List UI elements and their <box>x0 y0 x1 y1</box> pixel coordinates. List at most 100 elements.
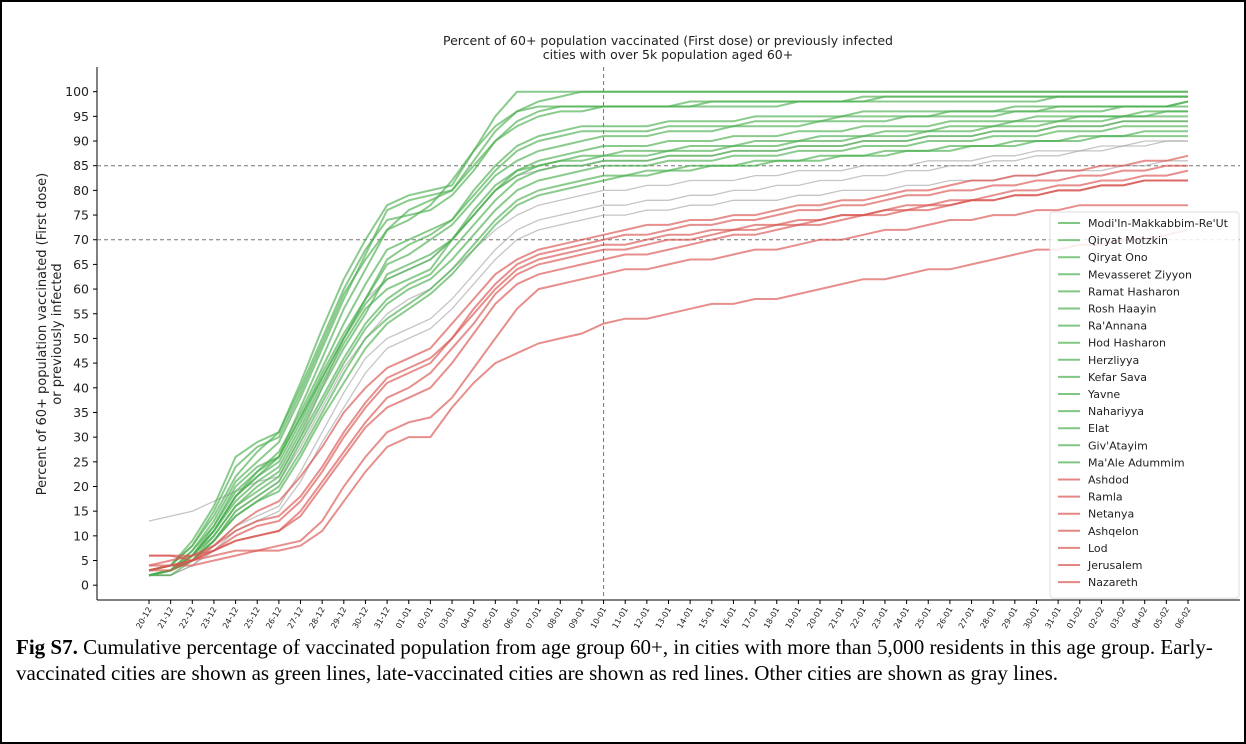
x-tick-label: 06-02 <box>1173 606 1192 631</box>
y-tick-label: 85 <box>73 158 89 173</box>
y-tick-label: 75 <box>73 208 89 223</box>
series-line <box>149 154 1189 572</box>
chart-title: Percent of 60+ population vaccinated (Fi… <box>443 33 893 48</box>
series-line <box>148 95 1188 572</box>
y-axis-label: Percent of 60+ population vaccinated (Fi… <box>35 173 50 495</box>
x-tick-label: 20-01 <box>805 606 824 631</box>
y-tick-label: 20 <box>73 479 89 494</box>
x-tick-label: 23-01 <box>870 606 889 631</box>
series-line <box>148 164 1188 567</box>
legend-label: Qiryat Ono <box>1088 251 1148 264</box>
series-line <box>148 90 1188 572</box>
x-tick-label: 03-02 <box>1108 606 1127 631</box>
legend-box <box>1049 211 1240 599</box>
x-tick-label: 13-01 <box>654 606 673 631</box>
x-tick-label: 29-01 <box>1000 606 1019 631</box>
x-tick-label: 05-02 <box>1152 606 1171 631</box>
y-tick-label: 40 <box>73 380 89 395</box>
y-tick-label: 15 <box>73 504 89 519</box>
x-tick-label: 27-12 <box>286 606 305 631</box>
caption: Fig S7. Cumulative percentage of vaccina… <box>16 634 1216 686</box>
chart-subtitle: cities with over 5k population aged 60+ <box>543 47 793 62</box>
x-tick-label: 19-01 <box>784 606 803 631</box>
y-tick-label: 100 <box>65 84 89 99</box>
x-tick-label: 22-01 <box>849 606 868 631</box>
series-line <box>148 100 1189 577</box>
legend-label: Ramat Hasharon <box>1088 285 1180 298</box>
series-line <box>149 204 1188 562</box>
caption-text: Cumulative percentage of vaccinated popu… <box>16 635 1213 685</box>
x-tick-label: 14-01 <box>675 606 694 631</box>
x-tick-label: 22-12 <box>178 606 197 631</box>
x-tick-label: 01-01 <box>394 606 413 631</box>
legend: Modi'In-Makkabbim-Re'Ut Qiryat Motzkin Qir… <box>1049 211 1240 599</box>
x-tick-label: 15-01 <box>697 606 716 631</box>
legend-label: Nazareth <box>1088 576 1138 589</box>
y-tick-label: 55 <box>73 306 89 321</box>
x-tick-label: 02-02 <box>1087 606 1106 631</box>
x-tick-label: 24-01 <box>892 606 911 631</box>
x-tick-label: 23-12 <box>199 606 218 631</box>
series-line <box>149 169 1189 557</box>
x-tick-label: 31-12 <box>372 606 391 631</box>
x-tick-label: 08-01 <box>546 606 565 631</box>
legend-label: Ashqelon <box>1088 525 1139 538</box>
x-tick-label: 10-01 <box>589 606 608 631</box>
series-line <box>148 100 1189 577</box>
y-tick-label: 10 <box>73 528 89 543</box>
y-tick-label: 45 <box>73 356 89 371</box>
x-tick-label: 26-01 <box>935 606 954 631</box>
legend-label: Ramla <box>1088 491 1123 504</box>
series-line <box>148 120 1188 577</box>
series-line <box>148 110 1188 577</box>
x-tick-label: 21-01 <box>827 606 846 631</box>
y-tick-label: 25 <box>73 454 89 469</box>
legend-label: Rosh Haayin <box>1088 303 1156 316</box>
x-tick-label: 03-01 <box>437 606 456 631</box>
x-tick-label: 25-12 <box>243 606 262 631</box>
x-tick-label: 17-01 <box>740 606 759 631</box>
caption-label: Fig S7. <box>16 635 78 659</box>
legend-label: Ra'Annana <box>1088 320 1147 333</box>
y-tick-label: 80 <box>73 183 89 198</box>
legend-label: Modi'In-Makkabbim-Re'Ut <box>1088 217 1229 230</box>
series-line <box>149 140 1188 576</box>
y-tick-label: 30 <box>73 430 89 445</box>
chart: Percent of 60+ population vaccinated (Fi… <box>35 33 1240 631</box>
y-tick-label: 70 <box>73 232 89 247</box>
series-line <box>148 90 1188 577</box>
x-tick-label: 26-12 <box>264 606 283 631</box>
legend-label: Hod Hasharon <box>1088 337 1166 350</box>
x-tick-label: 30-12 <box>351 606 370 631</box>
x-tick-label: 16-01 <box>719 606 738 631</box>
series-line <box>148 95 1188 577</box>
x-tick-label: 04-02 <box>1130 606 1149 631</box>
series-line <box>148 115 1188 577</box>
legend-label: Lod <box>1088 542 1108 555</box>
x-tick-label: 01-02 <box>1065 606 1084 631</box>
x-tick-label: 27-01 <box>957 606 976 631</box>
y-tick-label: 5 <box>81 553 89 568</box>
x-tick-label: 09-01 <box>567 606 586 631</box>
legend-label: Giv'Atayim <box>1088 439 1148 452</box>
y-axis-label: or previously infected <box>50 263 65 404</box>
x-tick-label: 29-12 <box>329 606 348 631</box>
legend-label: Kefar Sava <box>1088 371 1147 384</box>
x-tick-label: 04-01 <box>459 606 478 631</box>
x-tick-label: 07-01 <box>524 606 543 631</box>
x-tick-label: 25-01 <box>914 606 933 631</box>
x-tick-label: 12-01 <box>632 606 651 631</box>
legend-label: Jerusalem <box>1087 559 1143 572</box>
x-tick-label: 05-01 <box>481 606 500 631</box>
y-tick-label: 50 <box>73 331 89 346</box>
legend-label: Nahariyya <box>1088 405 1144 418</box>
x-tick-label: 21-12 <box>156 606 175 631</box>
x-tick-label: 30-01 <box>1022 606 1041 631</box>
legend-label: Ma'Ale Adummim <box>1088 456 1185 469</box>
y-tick-label: 35 <box>73 405 89 420</box>
series-line <box>148 140 1188 576</box>
series-line <box>149 160 1188 576</box>
y-tick-label: 0 <box>81 578 89 593</box>
x-tick-label: 31-01 <box>1043 606 1062 631</box>
